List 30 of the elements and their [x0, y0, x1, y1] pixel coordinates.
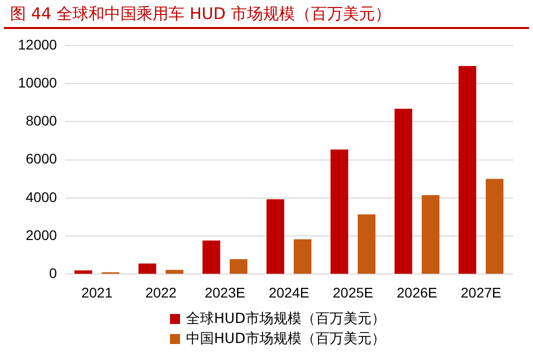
y-tick-label: 8000: [26, 112, 58, 129]
legend-label: 中国HUD市场规模（百万美元）: [186, 330, 386, 349]
x-tick-label: 2027E: [460, 284, 502, 300]
bar: [458, 66, 476, 274]
bar: [202, 240, 220, 274]
y-tick-label: 6000: [26, 150, 58, 167]
bar: [166, 270, 184, 274]
x-tick-label: 2022: [145, 284, 177, 300]
x-tick-label: 2021: [81, 284, 113, 300]
x-tick-label: 2023E: [204, 284, 246, 300]
x-tick-label: 2025E: [332, 284, 374, 300]
bar: [294, 239, 312, 274]
bar: [422, 195, 440, 274]
bar: [358, 214, 376, 274]
bar: [230, 259, 248, 274]
y-tick-label: 12000: [18, 36, 58, 52]
chart-title: 图 44 全球和中国乘用车 HUD 市场规模（百万美元）: [4, 0, 529, 29]
legend-label: 全球HUD市场规模（百万美元）: [186, 310, 386, 329]
y-tick-label: 10000: [18, 74, 58, 90]
bar: [394, 108, 412, 274]
y-tick-label: 2000: [26, 226, 58, 243]
x-tick-label: 2026E: [396, 284, 438, 300]
bar: [266, 199, 284, 274]
y-tick-label: 4000: [26, 188, 58, 205]
x-tick-label: 2024E: [268, 284, 310, 300]
y-tick-label: 0: [49, 265, 58, 282]
bar: [74, 270, 92, 274]
bar: [330, 150, 348, 274]
bar: [486, 178, 504, 274]
bar: [138, 264, 156, 274]
